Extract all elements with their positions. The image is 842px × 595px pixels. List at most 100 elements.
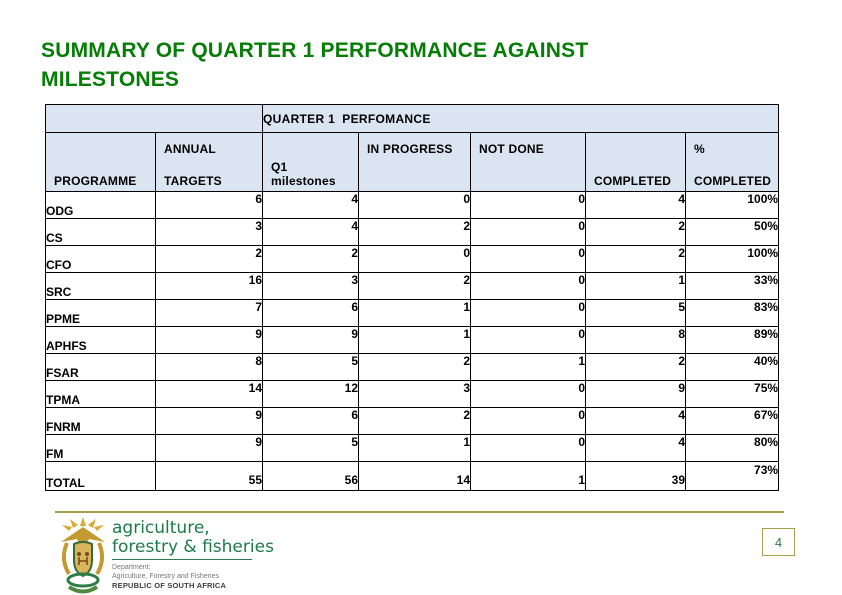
completed-cell: 9	[585, 380, 686, 408]
column-header-not-done: NOT DONE	[470, 132, 586, 192]
header-bottom-text: COMPLETED	[594, 174, 672, 188]
q1-milestones-cell: 4	[262, 191, 359, 219]
pct-completed-cell: 73%	[684, 461, 780, 491]
q1-milestones-cell: 12	[262, 380, 359, 408]
not-done-cell: 0	[470, 434, 586, 462]
annual-targets-cell: 7	[155, 299, 263, 327]
programme-cell: CS	[45, 218, 156, 246]
header-bottom-text: Q1 milestones	[271, 160, 336, 188]
pct-completed-cell: 50%	[684, 218, 780, 246]
slide-title: SUMMARY OF QUARTER 1 PERFORMANCE AGAINST…	[41, 36, 741, 94]
country-name: REPUBLIC OF SOUTH AFRICA	[112, 581, 227, 590]
page-number: 4	[774, 534, 783, 550]
q1-milestones-cell: 3	[262, 272, 359, 300]
department-name: Agriculture, Forestry and Fisheries	[112, 573, 219, 580]
pct-completed-cell: 75%	[684, 380, 780, 408]
table-row: FSAR 8 5 2 1 2 40%	[45, 353, 780, 381]
not-done-cell: 0	[470, 326, 586, 354]
in-progress-cell: 2	[358, 272, 471, 300]
pct-completed-cell: 80%	[684, 434, 780, 462]
empty-header-cell	[45, 104, 263, 133]
table-column-header-row: PROGRAMME ANNUAL TARGETS Q1 milestones IN…	[45, 132, 780, 192]
completed-cell: 5	[585, 299, 686, 327]
completed-cell: 4	[585, 191, 686, 219]
table-row: APHFS 9 9 1 0 8 89%	[45, 326, 780, 354]
column-header-programme: PROGRAMME	[45, 132, 156, 192]
pct-completed-cell: 89%	[684, 326, 780, 354]
department-wordmark: agriculture, forestry & fisheries	[112, 519, 274, 557]
not-done-cell: 0	[470, 191, 586, 219]
header-bottom-text: PROGRAMME	[54, 174, 137, 188]
header-bottom-text: TARGETS	[164, 174, 222, 188]
column-header-pct-completed: % COMPLETED	[684, 132, 780, 192]
not-done-cell: 0	[470, 272, 586, 300]
not-done-cell: 0	[470, 299, 586, 327]
completed-cell: 2	[585, 245, 686, 273]
q1-milestones-cell: 5	[262, 434, 359, 462]
programme-cell: CFO	[45, 245, 156, 273]
annual-targets-cell: 14	[155, 380, 263, 408]
completed-cell: 8	[585, 326, 686, 354]
in-progress-cell: 1	[358, 299, 471, 327]
page-number-badge: 4	[762, 528, 795, 556]
pct-completed-cell: 100%	[684, 245, 780, 273]
column-header-completed: COMPLETED	[585, 132, 686, 192]
column-header-annual-targets: ANNUAL TARGETS	[155, 132, 263, 192]
completed-cell: 4	[585, 407, 686, 435]
in-progress-cell: 0	[358, 191, 471, 219]
table-row: SRC 16 3 2 0 1 33%	[45, 272, 780, 300]
programme-cell: FM	[45, 434, 156, 462]
department-label: Department:	[112, 564, 151, 571]
wordmark-line1: agriculture,	[112, 518, 210, 538]
table-row: FNRM 9 6 2 0 4 67%	[45, 407, 780, 435]
completed-cell: 39	[585, 461, 686, 491]
annual-targets-cell: 8	[155, 353, 263, 381]
programme-cell: TPMA	[45, 380, 156, 408]
programme-cell: FSAR	[45, 353, 156, 381]
department-details: Department: Agriculture, Forestry and Fi…	[112, 563, 226, 590]
quarter-header-cell: QUARTER 1 PERFOMANCE	[261, 104, 780, 133]
programme-cell: PPME	[45, 299, 156, 327]
q1-milestones-cell: 6	[262, 299, 359, 327]
table-row: FM 9 5 1 0 4 80%	[45, 434, 780, 462]
annual-targets-cell: 9	[155, 434, 263, 462]
q1-milestones-cell: 6	[262, 407, 359, 435]
programme-cell: TOTAL	[45, 461, 156, 491]
table-row: CFO 2 2 0 0 2 100%	[45, 245, 780, 273]
not-done-cell: 0	[470, 407, 586, 435]
header-bottom-text: COMPLETED	[694, 174, 772, 188]
annual-targets-cell: 6	[155, 191, 263, 219]
pct-completed-cell: 40%	[684, 353, 780, 381]
header-top-text: IN PROGRESS	[367, 142, 453, 156]
footer-divider	[55, 511, 784, 513]
pct-completed-cell: 33%	[684, 272, 780, 300]
column-header-q1-milestones: Q1 milestones	[262, 132, 359, 192]
q1-milestones-cell: 56	[262, 461, 359, 491]
table-row: CS 3 4 2 0 2 50%	[45, 218, 780, 246]
annual-targets-cell: 16	[155, 272, 263, 300]
in-progress-cell: 14	[358, 461, 471, 491]
table-row: TPMA 14 12 3 0 9 75%	[45, 380, 780, 408]
not-done-cell: 1	[470, 353, 586, 381]
in-progress-cell: 3	[358, 380, 471, 408]
column-header-in-progress: IN PROGRESS	[358, 132, 471, 192]
header-top-text: %	[694, 142, 705, 156]
slide-title-line1: SUMMARY OF QUARTER 1 PERFORMANCE AGAINST	[41, 39, 589, 62]
in-progress-cell: 1	[358, 434, 471, 462]
annual-targets-cell: 2	[155, 245, 263, 273]
table-span-header-row: QUARTER 1 PERFOMANCE	[45, 104, 780, 133]
slide-title-line2: MILESTONES	[41, 68, 180, 91]
table-row: PPME 7 6 1 0 5 83%	[45, 299, 780, 327]
wordmark-line2: forestry & fisheries	[112, 537, 274, 557]
q1-milestones-cell: 5	[262, 353, 359, 381]
wordmark-divider	[112, 559, 252, 560]
not-done-cell: 0	[470, 218, 586, 246]
completed-cell: 1	[585, 272, 686, 300]
in-progress-cell: 2	[358, 218, 471, 246]
completed-cell: 2	[585, 218, 686, 246]
q1-milestones-cell: 9	[262, 326, 359, 354]
pct-completed-cell: 67%	[684, 407, 780, 435]
completed-cell: 4	[585, 434, 686, 462]
in-progress-cell: 0	[358, 245, 471, 273]
